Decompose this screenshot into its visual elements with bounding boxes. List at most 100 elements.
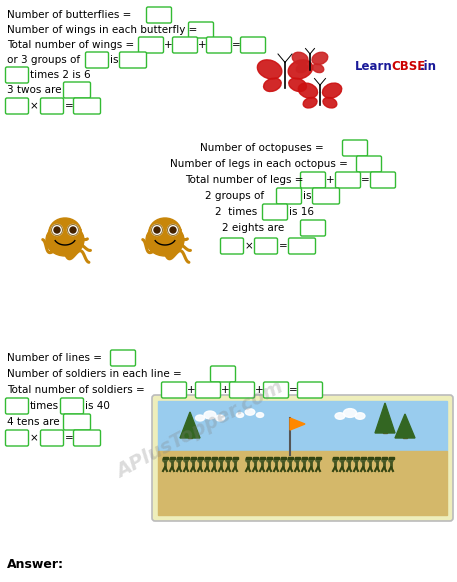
Ellipse shape bbox=[312, 52, 328, 65]
Circle shape bbox=[375, 458, 379, 462]
Text: +: + bbox=[255, 385, 264, 395]
Text: Total number of wings =: Total number of wings = bbox=[7, 40, 134, 50]
FancyBboxPatch shape bbox=[288, 238, 315, 254]
Text: =: = bbox=[279, 241, 288, 251]
Ellipse shape bbox=[49, 218, 81, 246]
Bar bbox=[158, 401, 447, 451]
Text: .in: .in bbox=[420, 61, 437, 73]
Bar bbox=[374, 456, 379, 459]
Circle shape bbox=[184, 458, 188, 462]
FancyBboxPatch shape bbox=[111, 350, 135, 366]
Text: =: = bbox=[65, 433, 74, 443]
Bar bbox=[273, 456, 278, 459]
Bar bbox=[354, 456, 358, 459]
FancyBboxPatch shape bbox=[147, 7, 171, 23]
Circle shape bbox=[152, 225, 163, 236]
Ellipse shape bbox=[296, 64, 308, 73]
Circle shape bbox=[309, 458, 313, 462]
Bar bbox=[367, 456, 372, 459]
Ellipse shape bbox=[335, 413, 345, 419]
FancyBboxPatch shape bbox=[152, 395, 453, 521]
FancyBboxPatch shape bbox=[172, 37, 197, 53]
Ellipse shape bbox=[256, 413, 264, 417]
FancyBboxPatch shape bbox=[301, 220, 325, 236]
Bar bbox=[302, 456, 307, 459]
Circle shape bbox=[198, 458, 202, 462]
Circle shape bbox=[212, 458, 216, 462]
Text: Number of butterflies =: Number of butterflies = bbox=[7, 10, 131, 20]
FancyBboxPatch shape bbox=[196, 382, 220, 398]
FancyBboxPatch shape bbox=[85, 52, 108, 68]
Text: Learn: Learn bbox=[355, 61, 393, 73]
Bar bbox=[361, 456, 366, 459]
Bar bbox=[383, 425, 387, 433]
Bar bbox=[191, 456, 196, 459]
Circle shape bbox=[219, 458, 223, 462]
Text: +: + bbox=[198, 40, 207, 50]
Text: Answer:: Answer: bbox=[7, 559, 64, 572]
Text: 2 eights are: 2 eights are bbox=[222, 223, 284, 233]
FancyBboxPatch shape bbox=[119, 52, 147, 68]
Circle shape bbox=[333, 458, 337, 462]
Ellipse shape bbox=[323, 83, 342, 98]
Text: =: = bbox=[65, 101, 74, 111]
Bar bbox=[308, 456, 314, 459]
FancyBboxPatch shape bbox=[5, 430, 28, 446]
FancyBboxPatch shape bbox=[276, 188, 302, 204]
Circle shape bbox=[382, 458, 386, 462]
Text: Number of octopuses =: Number of octopuses = bbox=[200, 143, 324, 153]
Circle shape bbox=[260, 458, 264, 462]
Bar bbox=[281, 456, 286, 459]
Bar bbox=[294, 456, 299, 459]
Text: or 3 groups of: or 3 groups of bbox=[7, 55, 80, 65]
FancyBboxPatch shape bbox=[74, 98, 101, 114]
Text: 3 twos are: 3 twos are bbox=[7, 85, 62, 95]
FancyBboxPatch shape bbox=[356, 156, 382, 172]
Ellipse shape bbox=[196, 415, 204, 421]
Bar bbox=[403, 430, 407, 438]
Circle shape bbox=[368, 458, 372, 462]
Bar bbox=[287, 456, 292, 459]
FancyBboxPatch shape bbox=[41, 98, 64, 114]
Circle shape bbox=[170, 227, 176, 233]
Circle shape bbox=[70, 227, 76, 233]
FancyBboxPatch shape bbox=[64, 414, 90, 430]
Ellipse shape bbox=[245, 409, 255, 415]
Bar bbox=[204, 456, 209, 459]
Bar bbox=[188, 430, 192, 438]
Text: ×: × bbox=[30, 433, 39, 443]
Bar bbox=[253, 456, 257, 459]
Circle shape bbox=[354, 458, 358, 462]
Ellipse shape bbox=[288, 60, 313, 79]
Bar bbox=[260, 456, 265, 459]
Text: Number of soldiers in each line =: Number of soldiers in each line = bbox=[7, 369, 182, 379]
Bar bbox=[388, 456, 393, 459]
FancyBboxPatch shape bbox=[264, 382, 288, 398]
Circle shape bbox=[191, 458, 195, 462]
Text: Total number of legs =: Total number of legs = bbox=[185, 175, 303, 185]
Text: +: + bbox=[326, 175, 335, 185]
Bar bbox=[158, 451, 447, 515]
Circle shape bbox=[163, 458, 167, 462]
Circle shape bbox=[281, 458, 285, 462]
Text: +: + bbox=[221, 385, 229, 395]
Text: 4 tens are: 4 tens are bbox=[7, 417, 59, 427]
FancyBboxPatch shape bbox=[5, 98, 28, 114]
Ellipse shape bbox=[303, 97, 317, 108]
Circle shape bbox=[347, 458, 351, 462]
Bar bbox=[212, 456, 217, 459]
Text: is: is bbox=[110, 55, 118, 65]
Text: times: times bbox=[30, 401, 59, 411]
Polygon shape bbox=[290, 418, 305, 430]
FancyBboxPatch shape bbox=[188, 22, 213, 38]
Circle shape bbox=[52, 225, 63, 236]
FancyBboxPatch shape bbox=[240, 37, 266, 53]
Circle shape bbox=[295, 458, 299, 462]
Ellipse shape bbox=[355, 413, 365, 419]
Text: =: = bbox=[232, 40, 241, 50]
Ellipse shape bbox=[149, 218, 181, 246]
Text: is 16: is 16 bbox=[289, 207, 314, 217]
FancyBboxPatch shape bbox=[313, 188, 340, 204]
Ellipse shape bbox=[204, 411, 216, 419]
FancyBboxPatch shape bbox=[64, 82, 90, 98]
